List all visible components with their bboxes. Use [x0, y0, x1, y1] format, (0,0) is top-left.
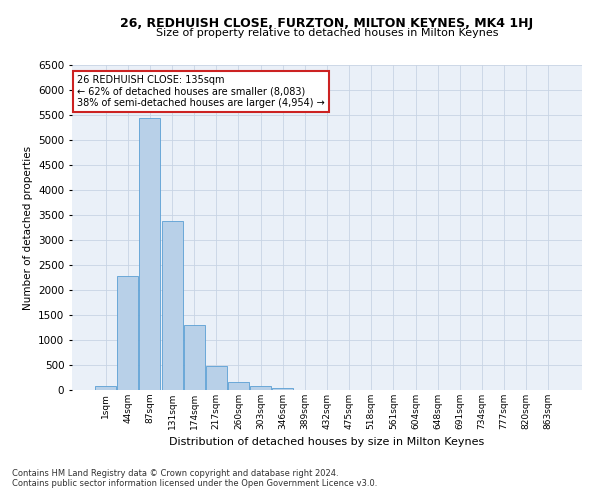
Bar [228, 382, 249, 390]
Bar [139, 118, 160, 390]
Text: 26, REDHUISH CLOSE, FURZTON, MILTON KEYNES, MK4 1HJ: 26, REDHUISH CLOSE, FURZTON, MILTON KEYN… [121, 18, 533, 30]
Bar [95, 386, 116, 390]
Text: Size of property relative to detached houses in Milton Keynes: Size of property relative to detached ho… [156, 28, 498, 38]
Text: 26 REDHUISH CLOSE: 135sqm
← 62% of detached houses are smaller (8,083)
38% of se: 26 REDHUISH CLOSE: 135sqm ← 62% of detac… [77, 74, 325, 108]
X-axis label: Distribution of detached houses by size in Milton Keynes: Distribution of detached houses by size … [169, 438, 485, 448]
Text: Contains HM Land Registry data © Crown copyright and database right 2024.: Contains HM Land Registry data © Crown c… [12, 468, 338, 477]
Bar [272, 388, 293, 390]
Bar [250, 386, 271, 390]
Y-axis label: Number of detached properties: Number of detached properties [23, 146, 32, 310]
Bar [118, 276, 139, 390]
Bar [206, 366, 227, 390]
Text: Contains public sector information licensed under the Open Government Licence v3: Contains public sector information licen… [12, 478, 377, 488]
Bar [184, 325, 205, 390]
Bar [161, 220, 182, 390]
